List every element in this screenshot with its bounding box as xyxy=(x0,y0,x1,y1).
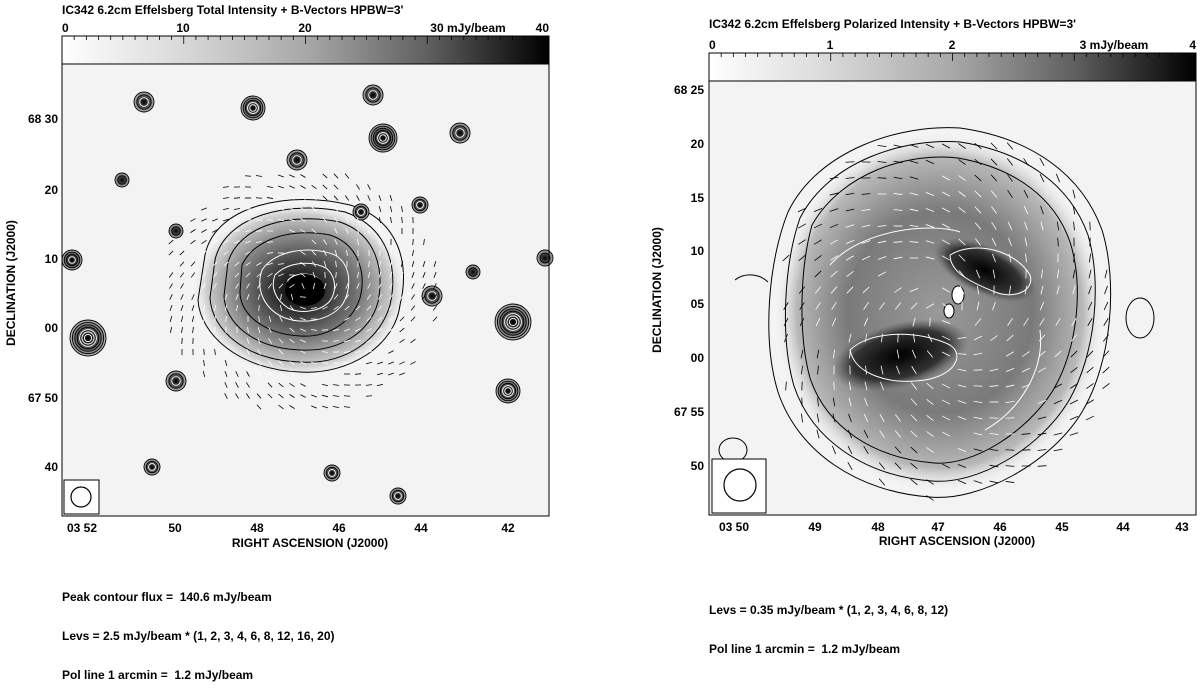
left-x-axis: 03 52 50 48 46 44 42 RIGHT ASCENSION (J2… xyxy=(67,521,515,550)
left-x-tick: 50 xyxy=(168,521,182,535)
left-footer: Peak contour flux = 140.6 mJy/beam Levs … xyxy=(62,565,335,695)
left-y-tick: 40 xyxy=(45,460,59,474)
right-y-axis: 68 25 20 15 10 05 00 67 55 50 DECLINATIO… xyxy=(650,83,704,473)
right-x-tick: 45 xyxy=(1055,520,1069,534)
left-y-tick: 20 xyxy=(45,183,59,197)
right-footer-line: Levs = 0.35 mJy/beam * (1, 2, 3, 4, 6, 8… xyxy=(709,604,948,617)
left-x-tick: 03 52 xyxy=(67,521,97,535)
right-x-tick: 46 xyxy=(993,520,1007,534)
right-y-tick: 05 xyxy=(691,297,705,311)
left-y-tick: 10 xyxy=(45,252,59,266)
b-vector xyxy=(182,338,183,344)
right-y-tick: 50 xyxy=(691,459,705,473)
left-title: IC342 6.2cm Effelsberg Total Intensity +… xyxy=(62,3,404,17)
left-footer-line: Levs = 2.5 mJy/beam * (1, 2, 3, 4, 6, 8,… xyxy=(62,630,335,643)
left-galaxy-core xyxy=(285,274,325,306)
right-y-tick: 68 25 xyxy=(674,83,704,97)
right-x-tick: 44 xyxy=(1116,520,1130,534)
right-footer: Levs = 0.35 mJy/beam * (1, 2, 3, 4, 6, 8… xyxy=(709,578,948,669)
right-y-axis-label: DECLINATION (J2000) xyxy=(650,227,664,353)
right-colorbar: 0 1 2 3 mJy/beam 4 xyxy=(709,38,1196,81)
right-x-axis: 03 50 49 48 47 46 45 44 43 RIGHT ASCENSI… xyxy=(719,520,1189,548)
right-y-tick: 15 xyxy=(691,191,705,205)
left-x-tick: 48 xyxy=(250,521,264,535)
left-colorbar: 0 10 20 30 mJy/beam 40 xyxy=(62,21,549,64)
left-y-tick: 68 30 xyxy=(28,112,58,126)
right-x-axis-label: RIGHT ASCENSION (J2000) xyxy=(879,534,1035,548)
b-vector xyxy=(930,318,931,327)
left-beam-box xyxy=(64,480,99,514)
right-x-tick: 47 xyxy=(931,520,945,534)
left-panel: IC342 6.2cm Effelsberg Total Intensity +… xyxy=(4,3,553,550)
right-y-tick: 00 xyxy=(691,351,705,365)
left-colorbar-tick: 0 xyxy=(62,21,69,35)
right-beam-box xyxy=(712,459,766,513)
b-vector xyxy=(1006,418,1015,419)
left-map-image xyxy=(62,64,553,516)
right-x-tick: 43 xyxy=(1175,520,1189,534)
left-footer-line: Pol line 1 arcmin = 1.2 mJy/beam xyxy=(62,669,335,682)
left-colorbar-tick: 30 mJy/beam xyxy=(430,21,505,35)
left-x-tick: 44 xyxy=(414,521,428,535)
left-x-tick: 42 xyxy=(501,521,515,535)
left-colorbar-tick: 10 xyxy=(176,21,190,35)
right-colorbar-tick: 2 xyxy=(949,38,956,52)
right-map-image xyxy=(709,81,1196,515)
left-y-tick: 67 50 xyxy=(28,391,58,405)
right-footer-line: Pol line 1 arcmin = 1.2 mJy/beam xyxy=(709,643,948,656)
right-x-tick: 03 50 xyxy=(719,520,749,534)
right-colorbar-tick: 0 xyxy=(709,38,716,52)
left-y-axis: 68 30 20 10 00 67 50 40 DECLINATION (J20… xyxy=(4,112,58,474)
right-y-tick: 20 xyxy=(691,137,705,151)
left-y-tick: 00 xyxy=(45,321,59,335)
left-colorbar-tick: 40 xyxy=(536,21,550,35)
left-x-tick: 46 xyxy=(332,521,346,535)
left-colorbar-tick: 20 xyxy=(298,21,312,35)
right-colorbar-tick: 3 mJy/beam xyxy=(1080,38,1149,52)
right-y-tick: 67 55 xyxy=(674,405,704,419)
right-title: IC342 6.2cm Effelsberg Polarized Intensi… xyxy=(709,17,1076,31)
right-x-tick: 49 xyxy=(808,520,822,534)
right-panel: IC342 6.2cm Effelsberg Polarized Intensi… xyxy=(650,17,1196,548)
left-x-axis-label: RIGHT ASCENSION (J2000) xyxy=(232,536,388,550)
right-y-tick: 10 xyxy=(691,244,705,258)
b-vector xyxy=(974,386,983,387)
b-vector xyxy=(259,305,260,311)
right-x-tick: 48 xyxy=(871,520,885,534)
figure-canvas: IC342 6.2cm Effelsberg Total Intensity +… xyxy=(0,0,1200,609)
right-colorbar-tick: 4 xyxy=(1189,38,1196,52)
right-colorbar-tick: 1 xyxy=(827,38,834,52)
left-footer-line: Peak contour flux = 140.6 mJy/beam xyxy=(62,591,335,604)
left-y-axis-label: DECLINATION (J2000) xyxy=(4,220,18,346)
